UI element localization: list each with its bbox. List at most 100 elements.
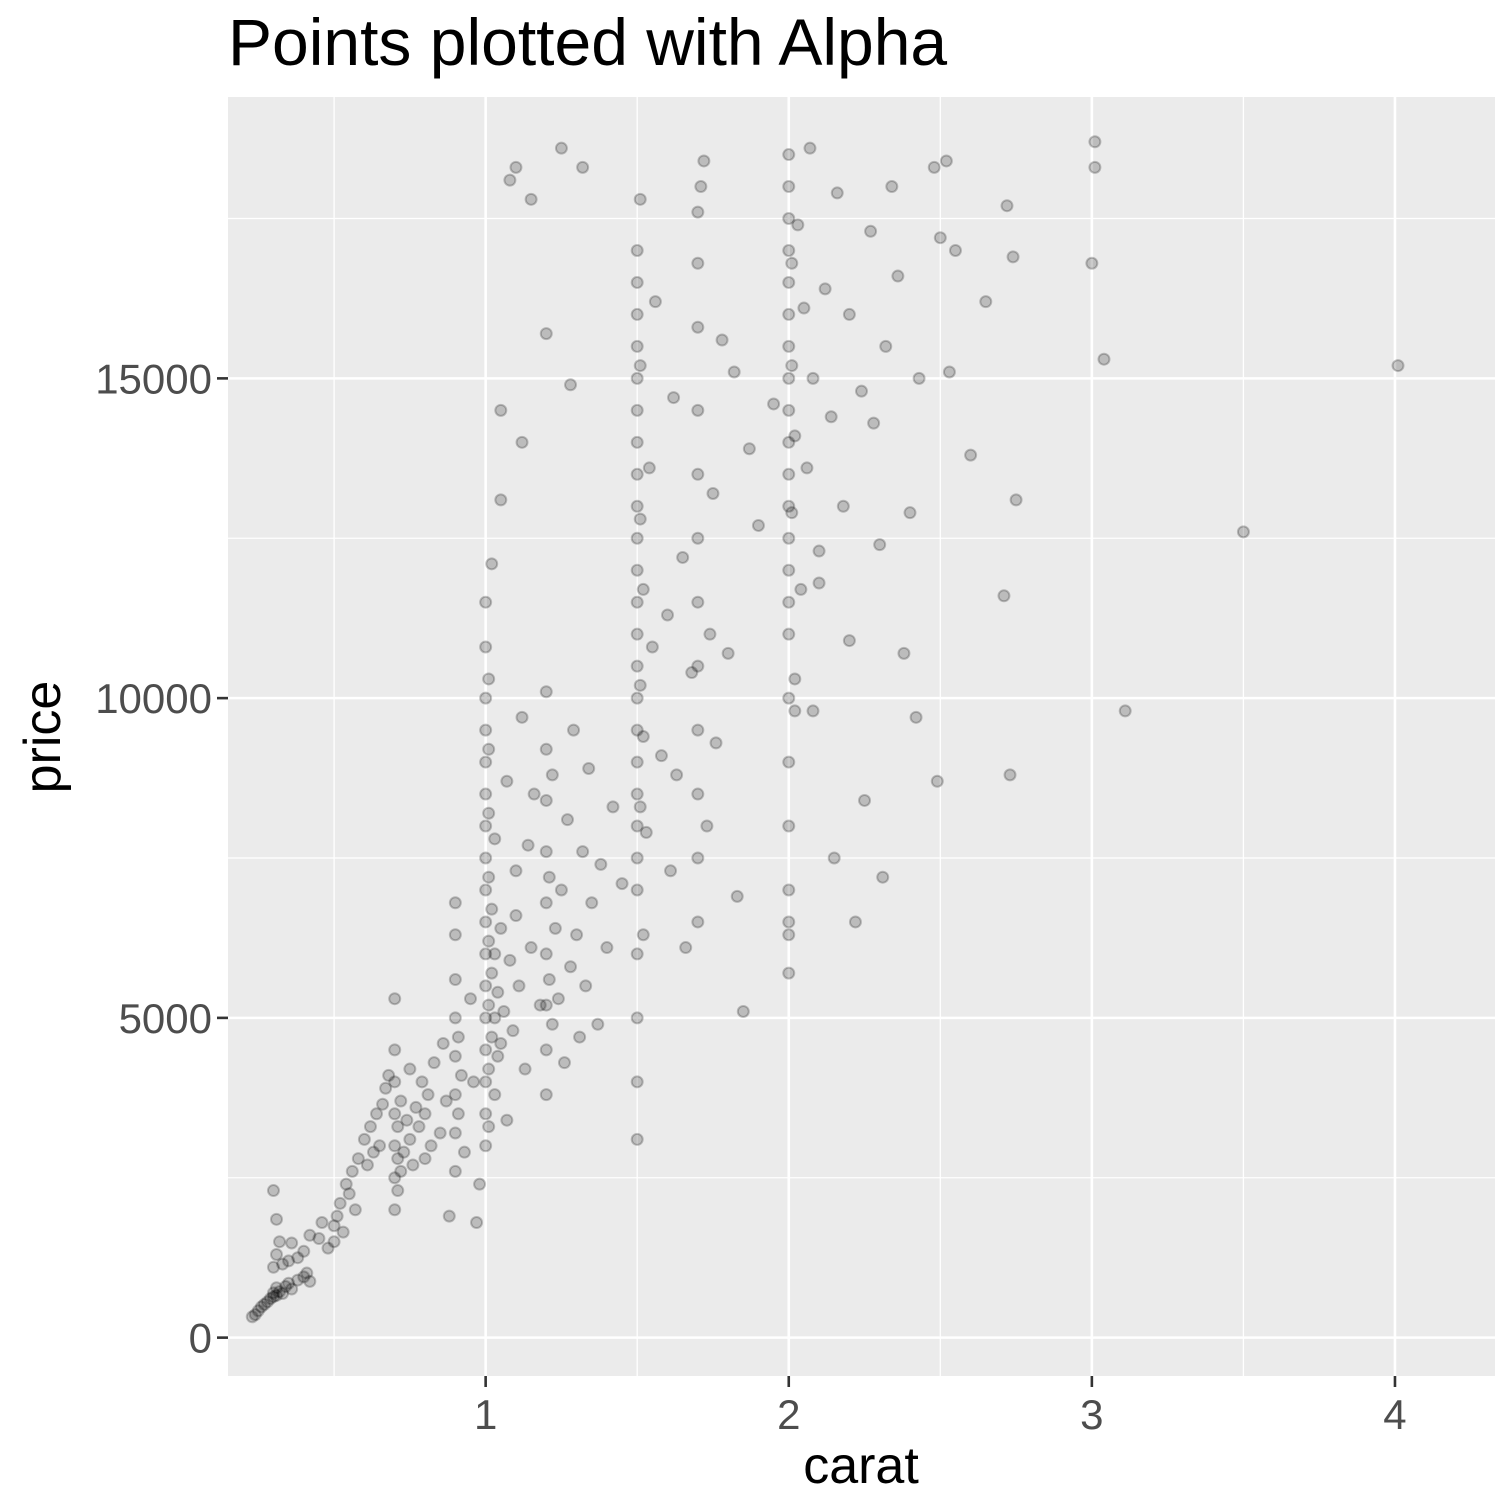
data-point (830, 186, 844, 200)
data-point (266, 1286, 280, 1300)
data-point (479, 691, 493, 705)
data-point (567, 723, 581, 737)
data-point (406, 1158, 420, 1172)
data-point (942, 365, 956, 379)
data-point (285, 1236, 299, 1250)
data-point (266, 1290, 280, 1304)
data-point (800, 461, 814, 475)
data-point (912, 371, 926, 385)
data-point (582, 761, 596, 775)
data-point (782, 755, 796, 769)
data-point (279, 1279, 293, 1293)
data-point (467, 1075, 481, 1089)
data-point (1097, 352, 1111, 366)
data-point (630, 1011, 644, 1025)
data-point (848, 915, 862, 929)
data-point (545, 1017, 559, 1031)
data-point (479, 1075, 493, 1089)
data-point (630, 435, 644, 449)
y-axis-title: price (14, 681, 72, 794)
data-point (785, 256, 799, 270)
data-point (633, 512, 647, 526)
data-point (648, 295, 662, 309)
data-point (812, 544, 826, 558)
data-point (873, 538, 887, 552)
data-point (539, 947, 553, 961)
data-point (636, 730, 650, 743)
data-point (842, 634, 856, 648)
data-point (767, 397, 781, 411)
data-point (382, 1068, 396, 1082)
data-point (594, 857, 608, 871)
data-point (388, 992, 402, 1006)
data-point (782, 627, 796, 641)
data-point (782, 339, 796, 353)
data-point (891, 269, 905, 283)
data-point (479, 819, 493, 833)
data-point (291, 1273, 305, 1287)
x-tick-label: 3 (1080, 1391, 1103, 1438)
data-point (370, 1107, 384, 1121)
data-point (491, 1049, 505, 1063)
data-point (373, 1139, 387, 1153)
data-point (1118, 704, 1132, 718)
data-point (297, 1270, 311, 1284)
data-point (245, 1310, 259, 1324)
data-point (706, 486, 720, 500)
data-point (876, 870, 890, 884)
data-point (488, 832, 502, 846)
data-point (266, 1184, 280, 1198)
data-point (276, 1287, 290, 1301)
data-point (418, 1107, 432, 1121)
data-point (448, 1011, 462, 1025)
data-point (366, 1145, 380, 1159)
data-point (879, 339, 893, 353)
data-point (630, 467, 644, 481)
data-point (273, 1285, 287, 1299)
data-point (339, 1177, 353, 1191)
data-point (703, 627, 717, 641)
data-point (506, 1024, 520, 1038)
data-point (482, 1062, 496, 1076)
data-point (479, 947, 493, 961)
data-point (630, 499, 644, 513)
data-point (585, 896, 599, 910)
data-point (691, 787, 705, 801)
data-point (630, 275, 644, 289)
data-point (730, 889, 744, 903)
data-point (448, 1049, 462, 1063)
data-point (448, 1088, 462, 1102)
data-point (630, 787, 644, 801)
data-point (391, 1184, 405, 1198)
data-point (273, 1235, 287, 1249)
data-point (494, 921, 508, 935)
data-point (782, 819, 796, 833)
data-point (782, 403, 796, 417)
data-point (630, 1075, 644, 1089)
data-point (348, 1203, 362, 1217)
data-point (266, 1260, 280, 1274)
data-point (633, 192, 647, 206)
data-point (836, 499, 850, 513)
data-point (394, 1164, 408, 1178)
data-point (897, 646, 911, 660)
data-point (388, 1107, 402, 1121)
data-point (791, 218, 805, 232)
data-point (515, 435, 529, 449)
data-point (645, 640, 659, 654)
data-point (782, 499, 796, 513)
data-point (509, 864, 523, 878)
data-point (782, 371, 796, 385)
data-point (573, 1030, 587, 1044)
data-point (421, 1088, 435, 1102)
data-point (788, 672, 802, 686)
x-tick-label: 1 (474, 1391, 497, 1438)
data-point (448, 928, 462, 942)
data-point (330, 1209, 344, 1223)
data-point (630, 403, 644, 417)
data-point (691, 531, 705, 545)
data-point (454, 1068, 468, 1082)
data-point (470, 1216, 484, 1230)
data-point (500, 774, 514, 788)
data-point (633, 359, 647, 373)
